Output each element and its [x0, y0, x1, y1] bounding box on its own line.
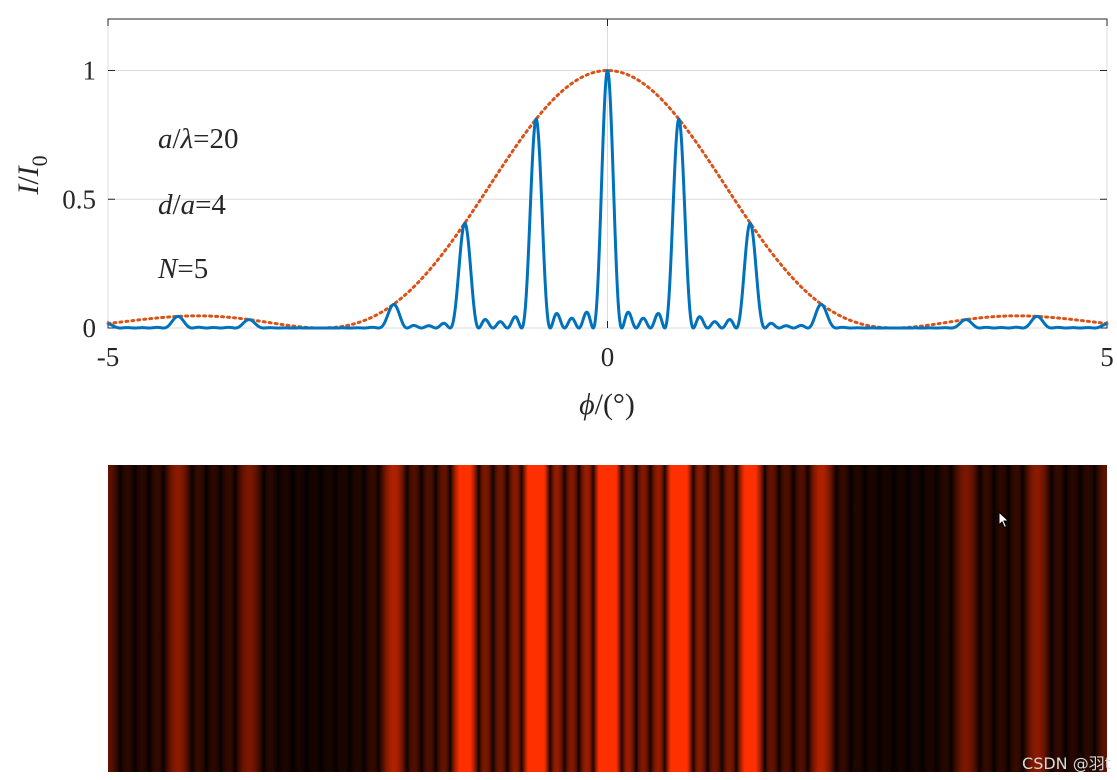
fringe-image [108, 465, 1107, 772]
series-group [106, 69, 1109, 330]
annotation-a-over-lambda: a/λ=20 [158, 123, 238, 155]
tick-labels: -5 0 500.51 [62, 56, 1114, 373]
annotations: a/λ=20 d/a=4 N=5 [157, 123, 238, 285]
watermark: CSDN @羽t [1022, 754, 1111, 773]
y-axis-label: I/I0 [12, 155, 52, 195]
intensity-plot: -5 0 500.51 a/λ=20 d/a=4 N=5 ϕ/(°) I/I0 [12, 18, 1114, 421]
y-tick-label-1: 0.5 [62, 184, 96, 214]
x-tick-label-2: 5 [1100, 342, 1114, 372]
annotation-d-over-a: d/a=4 [158, 189, 226, 221]
y-tick-label-0: 0 [83, 313, 97, 343]
series-envelope-line [106, 69, 1109, 330]
x-axis-label: ϕ/(°) [579, 388, 635, 421]
mouse-cursor-icon [998, 511, 1010, 529]
x-tick-label-1: 0 [601, 342, 615, 372]
y-tick-label-2: 1 [83, 56, 97, 86]
annotation-n: N=5 [157, 253, 208, 285]
x-tick-label-0: -5 [97, 342, 120, 372]
series-intensity-line [106, 69, 1109, 330]
fringe-pattern [108, 465, 1107, 772]
